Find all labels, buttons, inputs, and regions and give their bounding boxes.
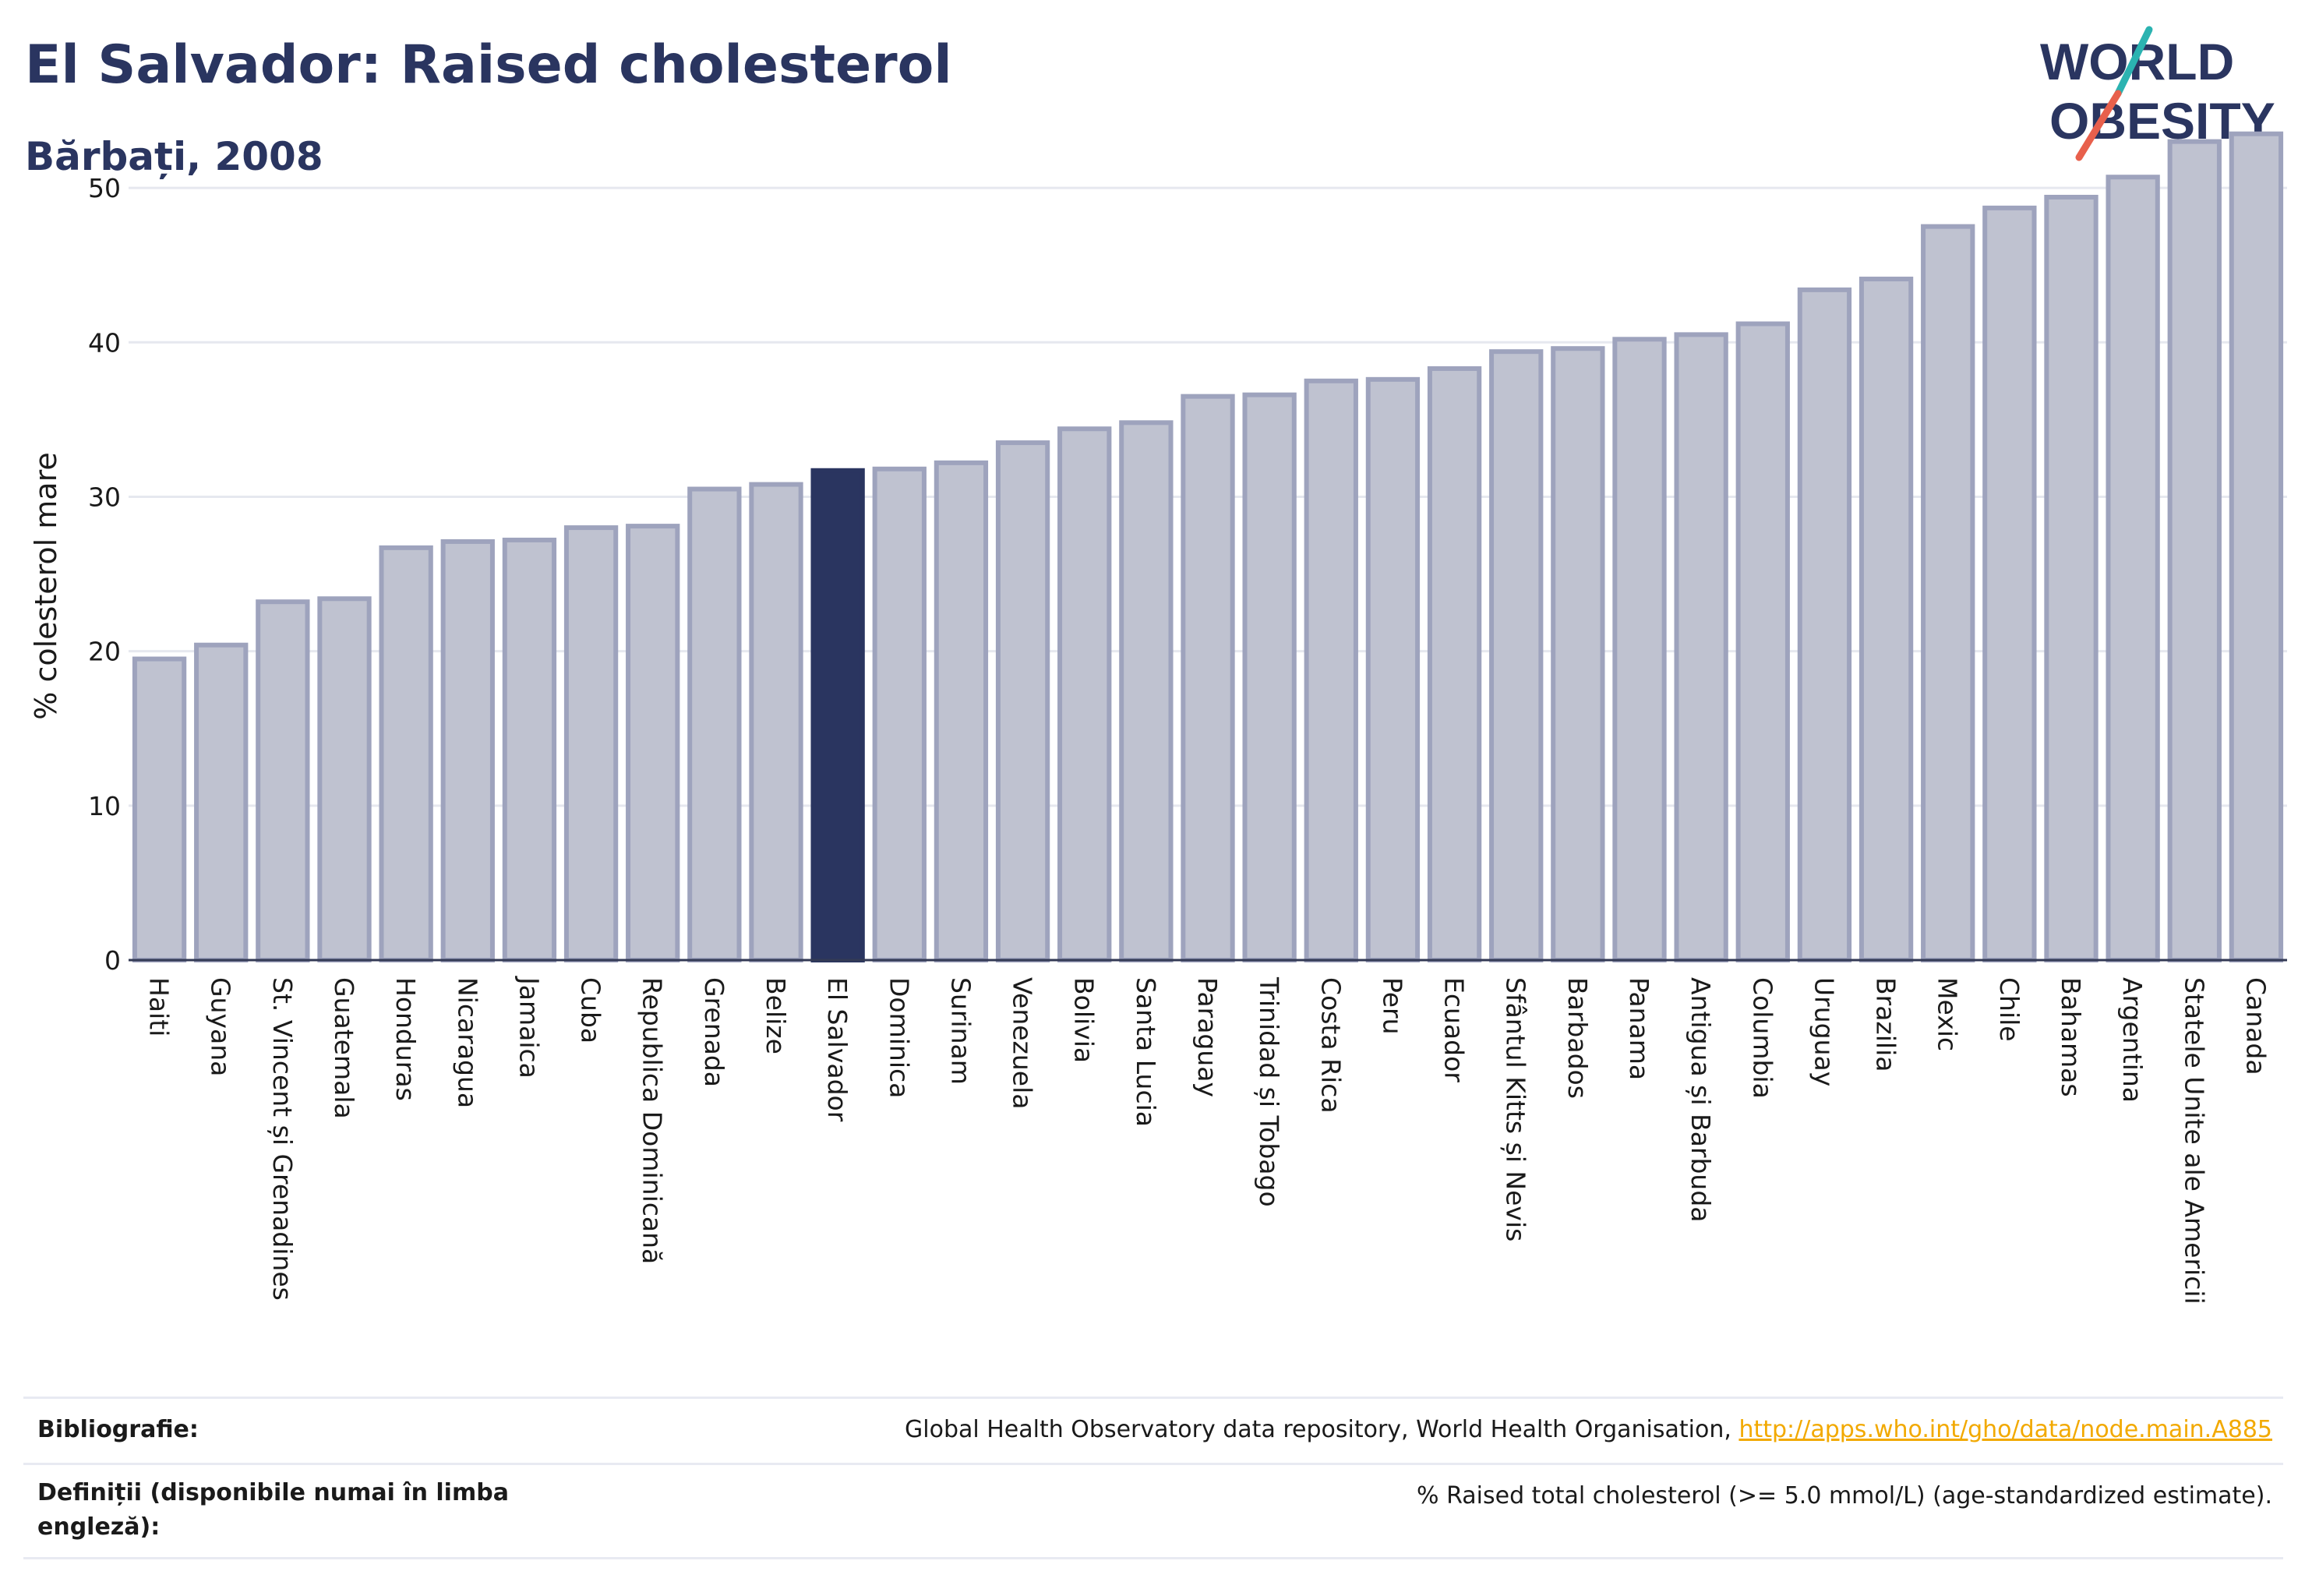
bar-panama [1612, 337, 1667, 962]
bar-bahamas [2044, 194, 2099, 962]
x-tick-label: Antigua și Barbuda [1686, 977, 1716, 1222]
y-tick-label: 40 [88, 327, 121, 358]
bibliography-value: Global Health Observatory data repositor… [905, 1413, 2272, 1447]
bar-cuba [563, 525, 619, 962]
bar-paraguay [1181, 394, 1235, 962]
bibliography-label: Bibliografie: [37, 1416, 199, 1443]
bar-grenada [687, 486, 742, 962]
y-tick-label: 30 [88, 482, 121, 512]
x-tick-label: Venezuela [1008, 977, 1038, 1109]
x-tick-label: Haiti [144, 977, 175, 1036]
chart-title: El Salvador: Raised cholesterol [25, 34, 952, 96]
bar-el-salvador [810, 468, 865, 962]
bar-bolivia [1057, 426, 1112, 962]
bar-chart: 0 10 20 30 40 50 Haiti Guyana St. Vincent și Gre… [29, 131, 2287, 1305]
bar-nicaragua [440, 538, 495, 962]
bar-sfântul-kitts-și-nevis [1489, 349, 1544, 962]
x-tick-label: Mexic [1933, 977, 1963, 1051]
axes: 0 10 20 30 40 50 Haiti Guyana St. Vincent și Gre… [88, 173, 2287, 1305]
bar-st-vincent-și-grenadines [256, 599, 310, 963]
x-tick-label: Bahamas [2056, 977, 2086, 1097]
bar-barbados [1551, 346, 1605, 962]
x-tick-label: Costa Rica [1315, 977, 1346, 1114]
x-tick-label: Guyana [206, 977, 236, 1076]
bibliography-link[interactable]: http://apps.who.int/gho/data/node.main.A… [1738, 1416, 2272, 1443]
x-tick-label: Cuba [576, 977, 606, 1043]
x-tick-label: Honduras [390, 977, 421, 1101]
x-tick-label: Jamaica [514, 976, 544, 1079]
footer: Bibliografie: Global Health Observatory … [23, 1396, 2283, 1559]
bar-honduras [379, 545, 433, 962]
bar-ecuador [1427, 365, 1482, 962]
x-tick-label: Brazilia [1871, 977, 1901, 1072]
bar-argentina [2106, 175, 2160, 962]
bar-statele-unite-ale-americii [2167, 139, 2222, 963]
x-tick-label: Bolivia [1069, 977, 1100, 1063]
x-tick-label: Dominica [884, 977, 914, 1098]
bar-trinidad-și-tobago [1242, 392, 1297, 962]
bar-haiti [132, 656, 187, 963]
x-tick-label: Statele Unite ale Americii [2179, 977, 2209, 1305]
x-tick-label: Barbados [1562, 977, 1593, 1099]
x-tick-label: Trinidad și Tobago [1254, 976, 1284, 1207]
bar-jamaica [502, 537, 557, 962]
bar-columbia [1735, 321, 1790, 962]
bar-guyana [194, 642, 249, 963]
x-tick-label: Ecuador [1439, 977, 1470, 1082]
x-tick-label: Peru [1377, 977, 1407, 1035]
x-tick-label: Grenada [699, 977, 729, 1087]
y-tick-label: 50 [88, 173, 121, 203]
y-tick-label: 0 [104, 945, 121, 976]
definitions-row: Definiții (disponibile numai în limba en… [23, 1463, 2283, 1559]
bar-belize [749, 482, 803, 962]
bar-costa-rica [1304, 378, 1358, 962]
bar-uruguay [1797, 287, 1852, 962]
bar-mexic [1921, 224, 1975, 962]
bar-santa-lucia [1119, 420, 1174, 962]
x-tick-label: Santa Lucia [1131, 977, 1161, 1127]
x-tick-label: Nicaragua [452, 977, 482, 1108]
x-tick-label: Guatemala [329, 977, 359, 1119]
definitions-value: % Raised total cholesterol (>= 5.0 mmol/… [1417, 1482, 2272, 1509]
logo-slash-coral [2075, 90, 2122, 161]
x-tick-label: Surinam [945, 977, 976, 1085]
bar-brazilia [1858, 277, 1914, 962]
chart-subtitle: Bărbați, 2008 [25, 134, 323, 179]
y-tick-label: 10 [88, 791, 121, 821]
bar-venezuela [995, 440, 1050, 962]
bar-dominica [872, 466, 927, 962]
x-tick-label: Chile [1994, 977, 2024, 1042]
bibliography-text: Global Health Observatory data repositor… [905, 1416, 1739, 1443]
bar-antigua-și-barbuda [1674, 332, 1728, 962]
bibliography-row: Bibliografie: Global Health Observatory … [23, 1396, 2283, 1463]
bar-peru [1365, 376, 1421, 962]
y-tick-label: 20 [88, 637, 121, 667]
bar-canada [2229, 131, 2284, 962]
x-tick-label: Republica Dominicană [637, 977, 668, 1264]
x-tick-label: El Salvador [822, 977, 852, 1122]
x-tick-label: Belize [761, 977, 791, 1054]
x-tick-label: Columbia [1747, 977, 1777, 1099]
logo-slash-teal [2114, 26, 2153, 97]
x-tick-label: Paraguay [1192, 977, 1223, 1097]
bars [132, 131, 2284, 963]
bar-surinam [934, 460, 989, 962]
x-tick-label: Panama [1624, 977, 1654, 1080]
x-tick-label: Argentina [2117, 977, 2148, 1103]
bar-republica-dominicană [626, 524, 680, 962]
bar-chile [1982, 205, 2037, 962]
x-tick-label: Uruguay [1809, 977, 1839, 1086]
bar-guatemala [317, 596, 372, 962]
x-tick-label: Canada [2240, 977, 2271, 1075]
x-tick-label: St. Vincent și Grenadines [267, 977, 298, 1301]
definitions-label: Definiții (disponibile numai în limba en… [37, 1479, 509, 1541]
x-tick-label: Sfântul Kitts și Nevis [1501, 977, 1531, 1241]
y-axis-label: % colesterol mare [29, 452, 63, 719]
